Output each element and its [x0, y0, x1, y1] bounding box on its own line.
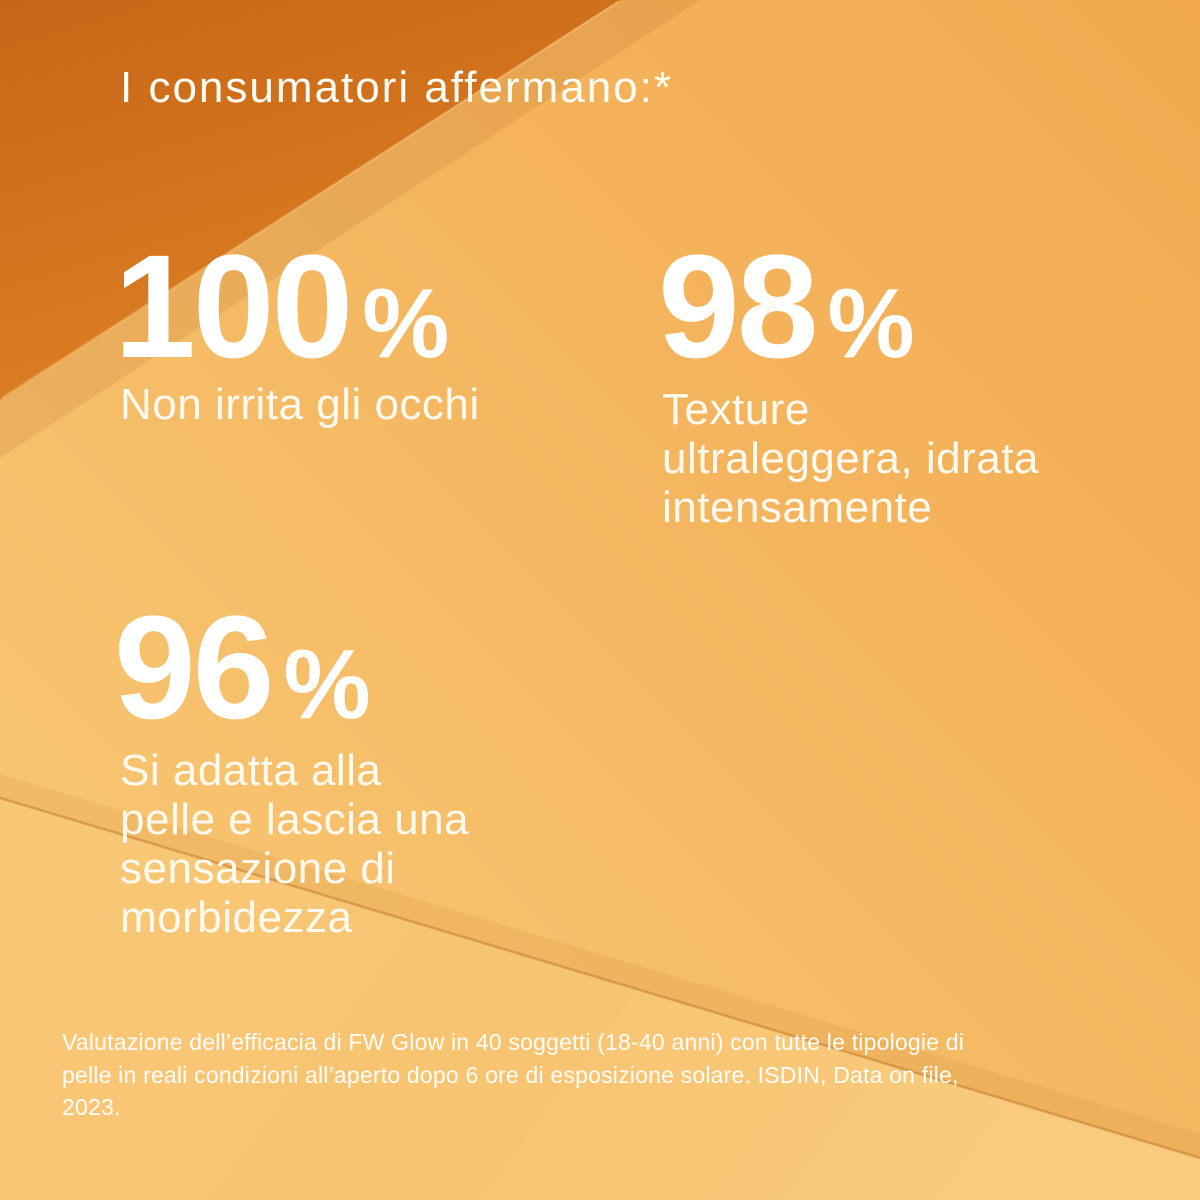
stat-label-line: pelle e lascia una — [120, 795, 470, 844]
stat-label-line: sensazione di — [120, 844, 396, 893]
stat-number-text: 100 — [114, 225, 353, 389]
footnote: Valutazione dell’efficacia di FW Glow in… — [62, 1026, 964, 1124]
stat-label-96: Si adatta alla pelle e lascia una sensaz… — [120, 746, 469, 942]
stat-number-text: 96 — [114, 586, 275, 750]
crease-line — [0, 796, 1200, 1160]
stat-label-line: Texture — [662, 385, 810, 434]
stat-value-100: 100% — [114, 234, 449, 381]
stat-label-line: morbidezza — [120, 893, 353, 942]
stat-percent-sign: % — [283, 629, 371, 739]
stat-label-line: intensamente — [662, 483, 933, 532]
stat-label-line: Si adatta alla — [120, 746, 382, 795]
stat-percent-sign: % — [827, 268, 915, 378]
dark-fold-highlight — [1, 0, 619, 400]
backdrop-lower-sheet — [0, 798, 1200, 1200]
stat-label-line: Non irrita gli occhi — [120, 380, 480, 429]
stat-label-100: Non irrita gli occhi — [120, 380, 480, 429]
stat-percent-sign: % — [362, 268, 450, 378]
stat-value-98: 98% — [658, 234, 915, 381]
dark-fold-shadow — [0, 0, 700, 458]
footnote-line: pelle in reali condizioni all’aperto dop… — [62, 1061, 959, 1088]
crease-shadow-band — [0, 774, 1200, 1158]
stat-label-98: Texture ultraleggera, idrata intensament… — [662, 385, 1039, 532]
stat-number-text: 98 — [658, 225, 819, 389]
stat-value-96: 96% — [114, 595, 371, 742]
page-title: I consumatori affermano:* — [120, 63, 673, 112]
stat-label-line: ultraleggera, idrata — [662, 434, 1039, 483]
backdrop-dark-fold — [0, 0, 620, 400]
footnote-line: 2023. — [62, 1094, 121, 1120]
footnote-line: Valutazione dell’efficacia di FW Glow in… — [62, 1029, 965, 1055]
